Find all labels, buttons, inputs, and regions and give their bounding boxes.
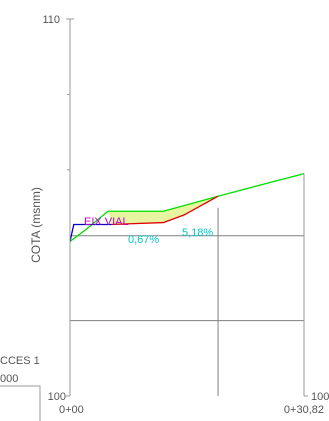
slope-label-2: 5,18% bbox=[182, 227, 213, 239]
x-tick-end: 0+30,82 bbox=[284, 404, 324, 416]
y-axis-label: COTA (msnm) bbox=[29, 187, 43, 263]
eix-vial-label: EIX VIAL bbox=[84, 216, 129, 228]
side-frame bbox=[0, 385, 41, 421]
y-tick-100-right: 100 bbox=[311, 391, 329, 403]
grid-lines bbox=[70, 207, 304, 396]
fill-polygon bbox=[107, 196, 219, 225]
y-tick-110: 110 bbox=[42, 14, 60, 26]
y-tick-100-left: 100 bbox=[48, 391, 66, 403]
x-tick-start: 0+00 bbox=[59, 404, 84, 416]
side-text-2: 000 bbox=[0, 373, 18, 385]
side-text-1: CCES 1 bbox=[0, 355, 40, 367]
axes bbox=[0, 18, 308, 421]
cut-fill-area bbox=[107, 196, 219, 225]
series-line-2 bbox=[69, 223, 112, 242]
series-line-0 bbox=[69, 172, 305, 242]
series-line-1 bbox=[111, 195, 219, 226]
series-lines bbox=[69, 172, 305, 242]
slope-label-1: 0,67% bbox=[128, 234, 159, 246]
